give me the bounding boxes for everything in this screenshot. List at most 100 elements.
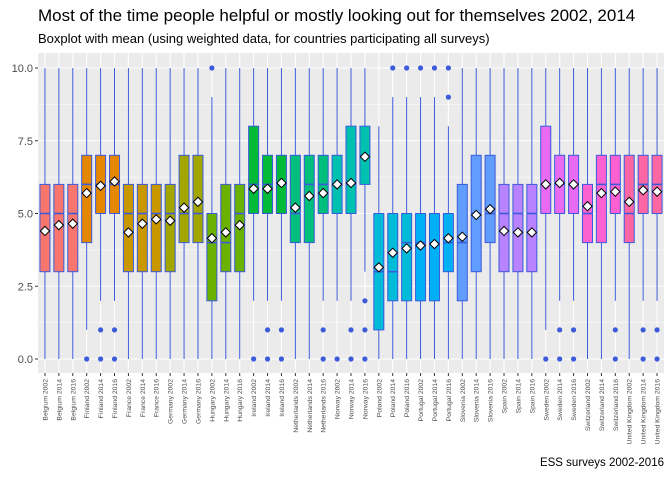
outlier-point xyxy=(264,327,271,333)
x-tick-label: Poland 2002 xyxy=(376,379,383,417)
outlier-point xyxy=(111,327,118,333)
outlier-point xyxy=(209,65,215,71)
box-sweden-2016 xyxy=(568,68,580,362)
box-belgium-2002 xyxy=(39,68,51,359)
mean-marker xyxy=(290,202,301,213)
mean-marker xyxy=(345,177,357,189)
box-united-kingdom-2016 xyxy=(651,68,663,362)
mean-marker xyxy=(164,215,176,227)
mean-marker xyxy=(373,262,385,273)
x-tick-label: Spain 2014 xyxy=(515,379,522,414)
box-france-2016 xyxy=(150,68,162,359)
outlier-point xyxy=(445,94,451,100)
mean-marker xyxy=(387,247,399,259)
mean-marker xyxy=(53,219,65,231)
mean-marker xyxy=(123,227,134,238)
outlier-point xyxy=(334,356,340,362)
mean-marker xyxy=(150,214,162,225)
outlier-point xyxy=(320,356,326,362)
outlier-point xyxy=(348,327,354,333)
box-iqr xyxy=(415,213,427,302)
outlier-point xyxy=(390,65,396,71)
x-tick-label: Slovenia 2014 xyxy=(474,379,481,422)
outlier-point xyxy=(570,327,577,333)
boxes xyxy=(39,65,663,362)
mean-marker xyxy=(596,187,607,199)
outlier-point xyxy=(251,356,257,362)
x-tick-label: Norway 2002 xyxy=(335,379,342,419)
box-spain-2002 xyxy=(498,68,510,359)
x-tick-label: Spain 2016 xyxy=(529,379,536,414)
mean-marker xyxy=(498,225,510,237)
mean-marker xyxy=(234,219,246,231)
outlier-point xyxy=(98,356,104,362)
box-netherlands-2014 xyxy=(303,68,315,359)
mean-marker xyxy=(470,209,482,221)
box-iqr xyxy=(178,154,190,244)
x-tick-label: Finland 2016 xyxy=(112,379,119,419)
y-tick-label: 2.5 xyxy=(18,281,33,293)
outlier-point xyxy=(445,65,451,71)
outlier-point xyxy=(362,327,368,333)
box-united-kingdom-2014 xyxy=(637,68,649,362)
box-portugal-2016 xyxy=(442,65,454,359)
box-ireland-2016 xyxy=(275,68,287,362)
box-switzerland-2014 xyxy=(595,68,607,359)
x-tick-label: Belgium 2002 xyxy=(42,379,49,421)
x-tick-label: Switzerland 2016 xyxy=(613,379,620,431)
box-spain-2014 xyxy=(512,68,524,359)
mean-marker xyxy=(248,183,259,195)
x-tick-label: Switzerland 2002 xyxy=(585,379,592,431)
box-iqr xyxy=(164,183,176,273)
box-iqr xyxy=(428,213,440,302)
x-tick-label: Belgium 2014 xyxy=(56,379,63,421)
outlier-point xyxy=(612,327,618,333)
box-iqr xyxy=(150,183,162,273)
mean-marker xyxy=(109,176,120,187)
box-ireland-2014 xyxy=(262,68,274,362)
box-iqr xyxy=(401,213,413,302)
x-tick-label: Hungary 2002 xyxy=(209,379,216,422)
x-tick-label: Netherlands 2002 xyxy=(293,379,300,433)
y-tick-label: 5.0 xyxy=(18,209,33,221)
outlier-point xyxy=(362,356,368,362)
outlier-point xyxy=(98,327,104,333)
outlier-point xyxy=(111,356,118,362)
box-belgium-2016 xyxy=(67,68,79,359)
mean-marker xyxy=(276,177,287,189)
x-tick-label: Portugal 2016 xyxy=(446,379,453,422)
x-tick-label: Switzerland 2014 xyxy=(599,379,606,431)
mean-marker xyxy=(220,227,232,238)
x-tick-label: Portugal 2002 xyxy=(418,379,425,422)
outlier-point xyxy=(431,65,438,71)
box-hungary-2002 xyxy=(206,65,218,359)
box-belgium-2014 xyxy=(53,68,65,359)
mean-marker xyxy=(401,243,412,254)
mean-marker xyxy=(568,179,579,190)
box-germany-2014 xyxy=(178,68,190,359)
chart-subtitle: Boxplot with mean (using weighted data, … xyxy=(38,31,490,46)
x-tick-label: Ireland 2014 xyxy=(265,379,272,417)
outlier-point xyxy=(348,356,354,362)
outlier-point xyxy=(570,356,577,362)
mean-marker xyxy=(331,179,343,190)
outlier-point xyxy=(543,356,549,362)
box-netherlands-2002 xyxy=(289,68,301,359)
box-iqr xyxy=(206,213,218,302)
x-tick-label: Finland 2002 xyxy=(84,379,91,419)
outlier-point xyxy=(640,327,646,333)
outlier-point xyxy=(362,298,368,304)
box-iqr xyxy=(289,154,301,244)
mean-marker xyxy=(582,200,593,212)
outlier-point xyxy=(640,356,646,362)
outlier-point xyxy=(557,356,563,362)
mean-marker xyxy=(456,231,468,243)
box-iqr xyxy=(248,125,260,214)
box-slovenia-2014 xyxy=(470,68,482,359)
x-tick-label: Sweden 2014 xyxy=(557,379,564,421)
mean-marker xyxy=(39,225,51,237)
box-norway-2016 xyxy=(359,68,371,362)
mean-marker xyxy=(359,151,371,163)
x-tick-label: Germany 2002 xyxy=(168,379,175,424)
outlier-point xyxy=(612,356,618,362)
